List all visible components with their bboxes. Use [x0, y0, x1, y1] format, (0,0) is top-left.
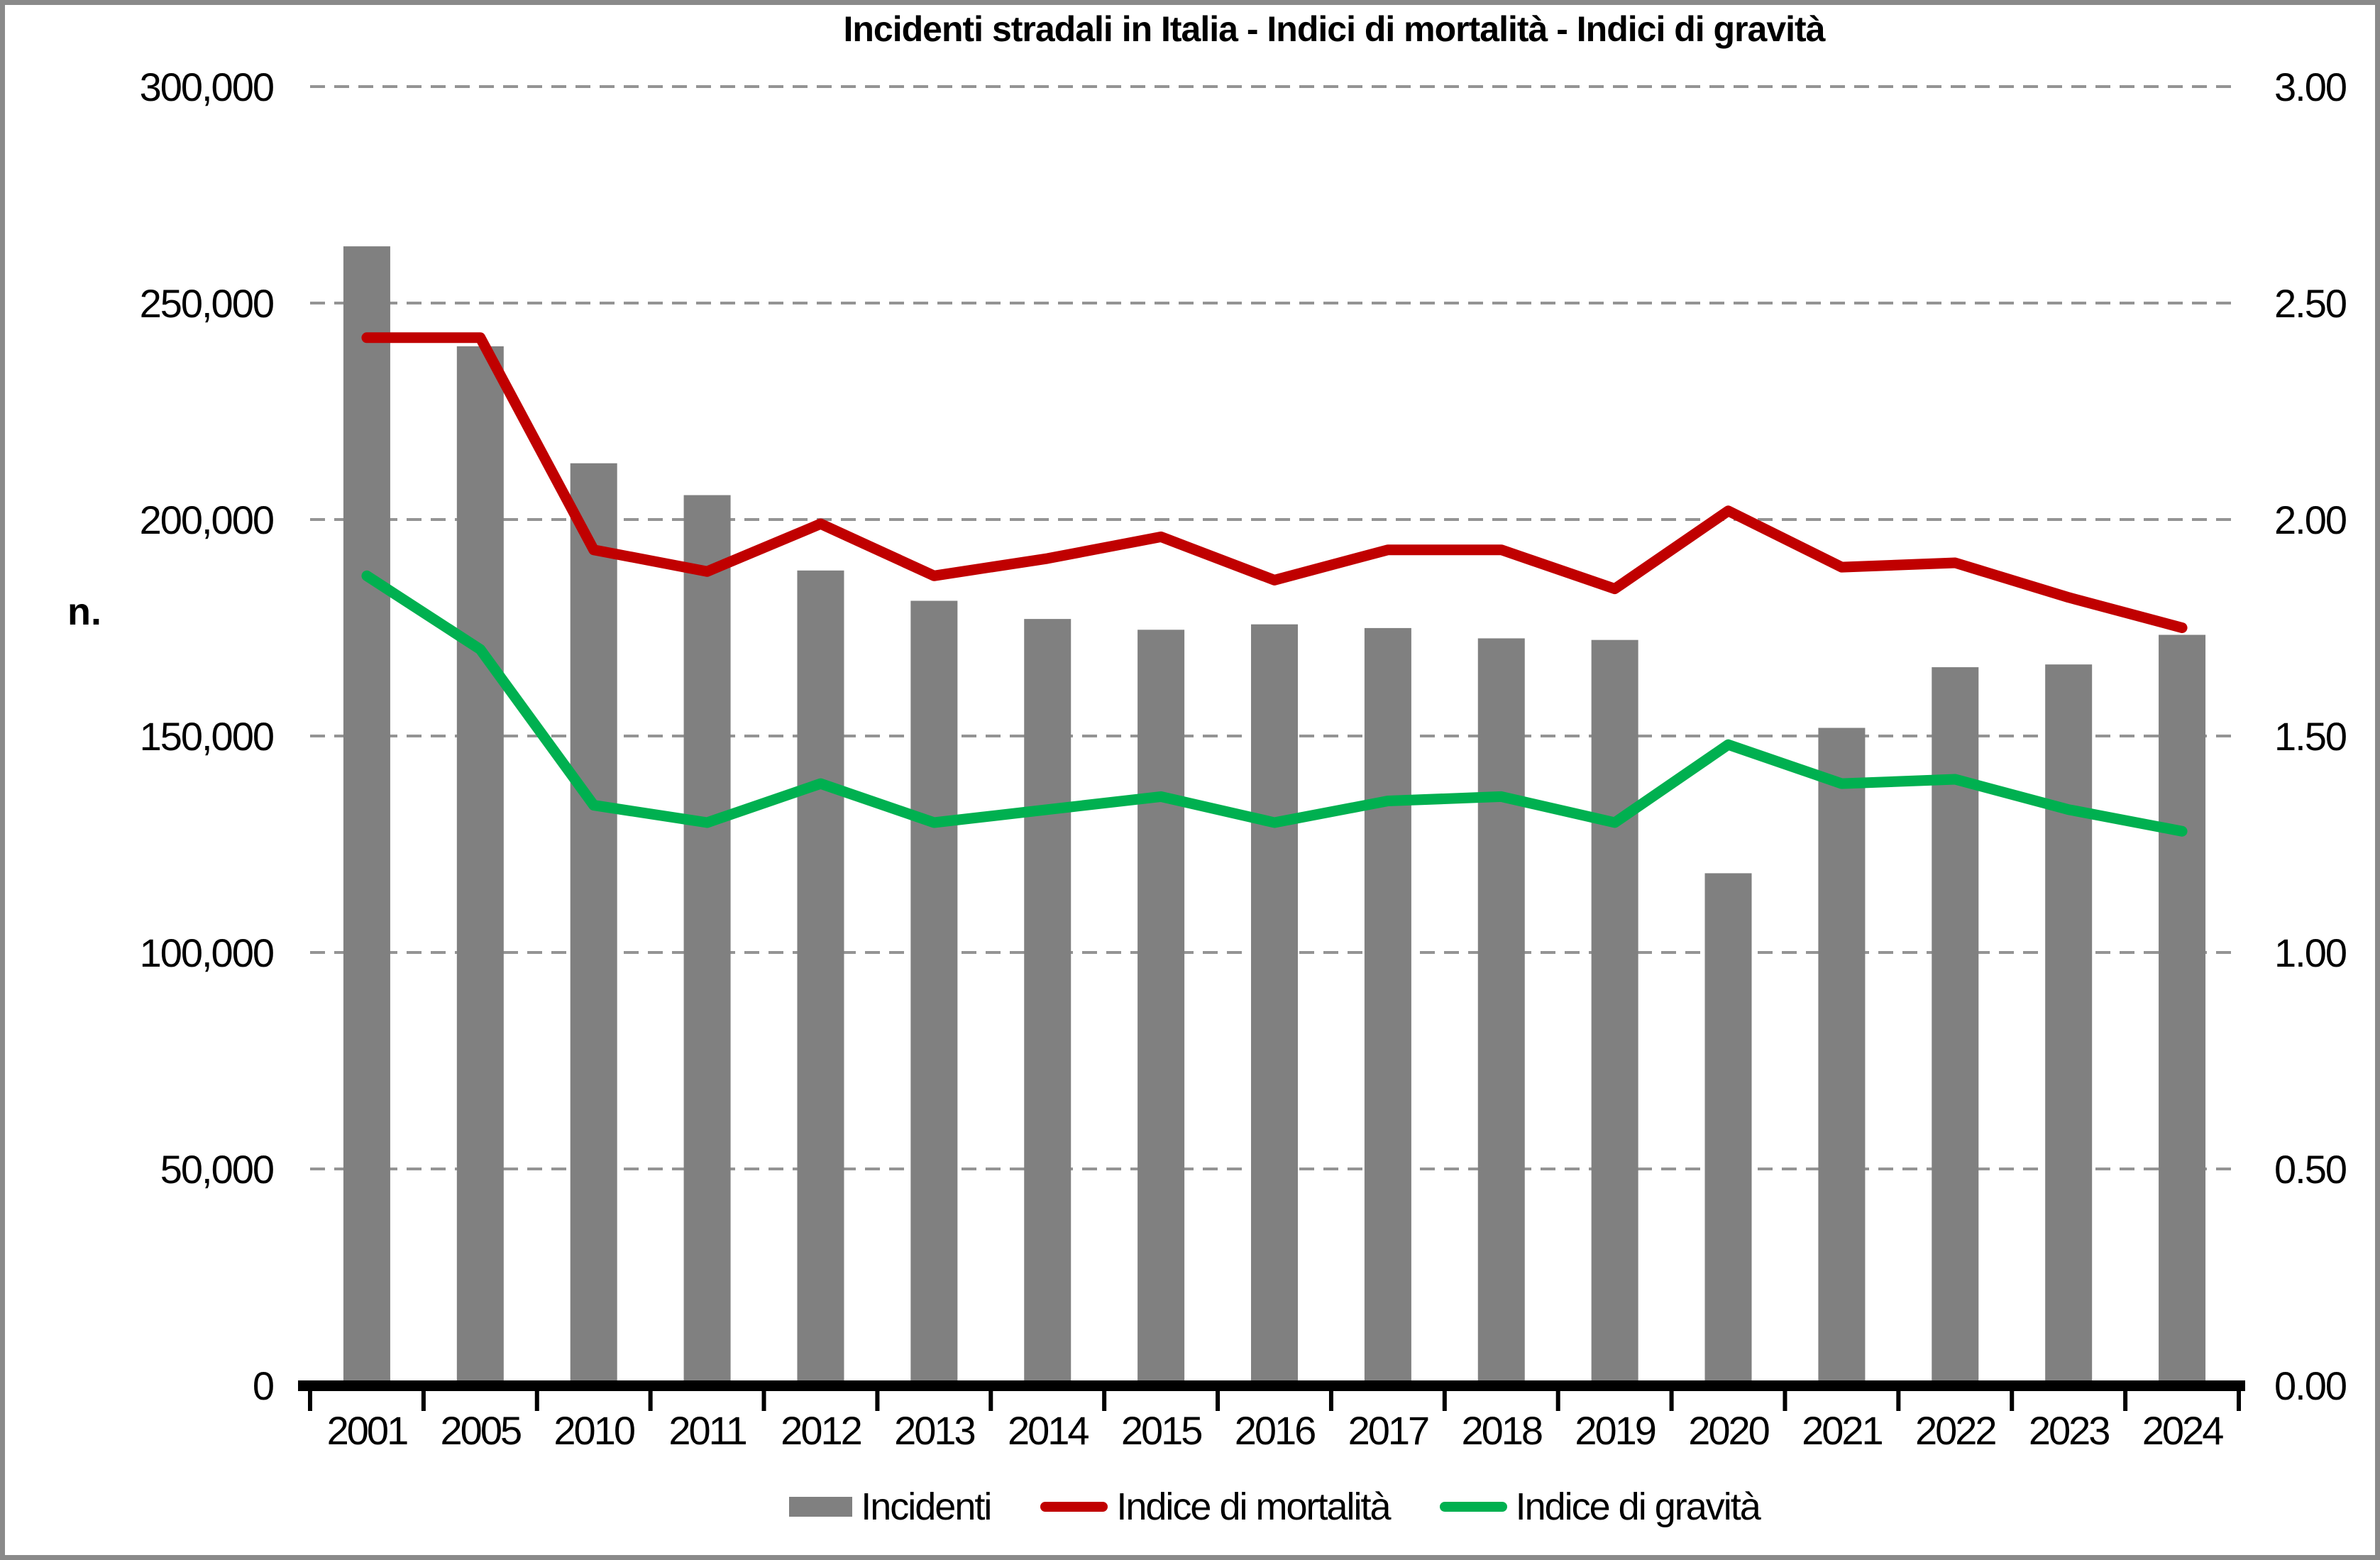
left-axis-ticks: 300,000 250,000 200,000 150,000 100,000 50,00… [140, 65, 275, 1408]
bar-2010 [570, 463, 617, 1386]
legend-bar-swatch [789, 1497, 853, 1517]
chart-title: Incidenti stradali in Italia - Indici di… [843, 9, 1825, 49]
line-gravita [361, 570, 2188, 837]
legend-label-incidenti: Incidenti [861, 1485, 992, 1528]
x-axis-tick [1328, 1391, 1333, 1411]
left-axis-title: n. [67, 591, 101, 633]
x-axis-tick [648, 1391, 653, 1411]
left-axis-tick-label: 150,000 [140, 714, 273, 759]
x-axis-tick [2010, 1391, 2015, 1411]
x-axis-tick [761, 1391, 766, 1411]
right-axis-tick-label: 0.00 [2274, 1363, 2346, 1408]
x-axis-tick [988, 1391, 993, 1411]
x-tick-label-2024: 2024 [2142, 1408, 2223, 1453]
x-axis-tick [1216, 1391, 1221, 1411]
bar-2011 [683, 495, 731, 1386]
right-axis-tick-label: 2.00 [2274, 498, 2346, 542]
bar-2019 [1591, 639, 1638, 1385]
bar-2023 [2045, 664, 2093, 1385]
x-tick-label-2010: 2010 [553, 1408, 634, 1453]
bar-2013 [910, 600, 958, 1385]
right-axis-ticks: 3.00 2.50 2.00 1.50 1.00 0.50 0.00 [2274, 65, 2347, 1408]
bar-2018 [1477, 638, 1525, 1385]
right-axis-tick-label: 3.00 [2274, 65, 2346, 109]
bar-2005 [456, 346, 504, 1386]
x-axis-tick [308, 1391, 312, 1411]
legend-line-swatch-gravita [1439, 1502, 1507, 1512]
bars-incidenti [343, 246, 2206, 1386]
x-tick-label-2011: 2011 [668, 1408, 746, 1453]
x-tick-label-2012: 2012 [781, 1408, 861, 1453]
x-axis-tick [1555, 1391, 1560, 1411]
left-axis-tick-label: 50,000 [160, 1147, 273, 1192]
x-axis-tick-labels: 2001 2005 2010 2011 2012 2013 2014 2015 2016 2017… [327, 1408, 2226, 1453]
left-axis-tick-label: 250,000 [140, 281, 273, 326]
x-tick-label-2018: 2018 [1461, 1408, 1541, 1453]
left-axis-tick-label: 100,000 [140, 930, 273, 975]
bar-2021 [1818, 727, 1866, 1385]
x-axis-tick [1896, 1391, 1901, 1411]
x-axis-tick [421, 1391, 426, 1411]
right-axis-tick-label: 1.50 [2274, 714, 2346, 759]
x-tick-label-2022: 2022 [1915, 1408, 1995, 1453]
legend-label-gravita: Indice di gravità [1515, 1485, 1761, 1528]
bar-2012 [797, 570, 844, 1385]
legend-line-swatch-mortalita [1040, 1502, 1108, 1512]
bar-2016 [1251, 624, 1298, 1385]
right-axis-tick-label: 1.00 [2274, 930, 2346, 975]
x-axis-tick [1669, 1391, 1674, 1411]
left-axis-tick-label: 0 [253, 1363, 273, 1408]
x-axis-tick [2123, 1391, 2128, 1411]
left-axis-tick-label: 200,000 [140, 498, 273, 542]
left-axis-tick-label: 300,000 [140, 65, 273, 109]
x-axis-tick [534, 1391, 539, 1411]
x-tick-label-2014: 2014 [1008, 1408, 1089, 1453]
x-tick-label-2023: 2023 [2029, 1408, 2109, 1453]
line-mortalita [361, 332, 2188, 633]
x-tick-label-2015: 2015 [1121, 1408, 1201, 1453]
x-axis [298, 1380, 2245, 1411]
bar-2001 [343, 246, 390, 1386]
bar-2024 [2159, 635, 2206, 1385]
legend-item-mortalita: Indice di mortalità [1040, 1485, 1392, 1529]
x-axis-tick [1102, 1391, 1107, 1411]
legend-item-incidenti: Incidenti [789, 1485, 992, 1529]
x-axis-tick [1442, 1391, 1447, 1411]
right-axis-tick-label: 2.50 [2274, 281, 2346, 326]
x-tick-label-2005: 2005 [441, 1408, 521, 1453]
x-tick-label-2013: 2013 [894, 1408, 974, 1453]
legend-label-mortalita: Indice di mortalità [1116, 1485, 1391, 1528]
x-axis-tick [875, 1391, 880, 1411]
legend: Incidenti Indice di mortalità Indice di … [310, 1478, 2239, 1536]
x-tick-label-2017: 2017 [1348, 1408, 1428, 1453]
series-lines [361, 332, 2188, 837]
x-tick-label-2019: 2019 [1575, 1408, 1655, 1453]
bar-2017 [1364, 627, 1411, 1385]
x-axis-line [298, 1380, 2245, 1391]
x-tick-label-2001: 2001 [327, 1408, 407, 1453]
x-tick-label-2020: 2020 [1688, 1408, 1768, 1453]
x-tick-label-2021: 2021 [1802, 1408, 1882, 1453]
x-tick-label-2016: 2016 [1235, 1408, 1315, 1453]
bar-2015 [1137, 630, 1185, 1386]
gridlines [310, 85, 2239, 1170]
legend-item-gravita: Indice di gravità [1439, 1485, 1761, 1529]
x-axis-tick [2237, 1391, 2241, 1411]
bar-2014 [1024, 619, 1071, 1386]
right-axis-tick-label: 0.50 [2274, 1147, 2346, 1192]
bar-2020 [1704, 873, 1752, 1385]
x-axis-tick [1783, 1391, 1787, 1411]
